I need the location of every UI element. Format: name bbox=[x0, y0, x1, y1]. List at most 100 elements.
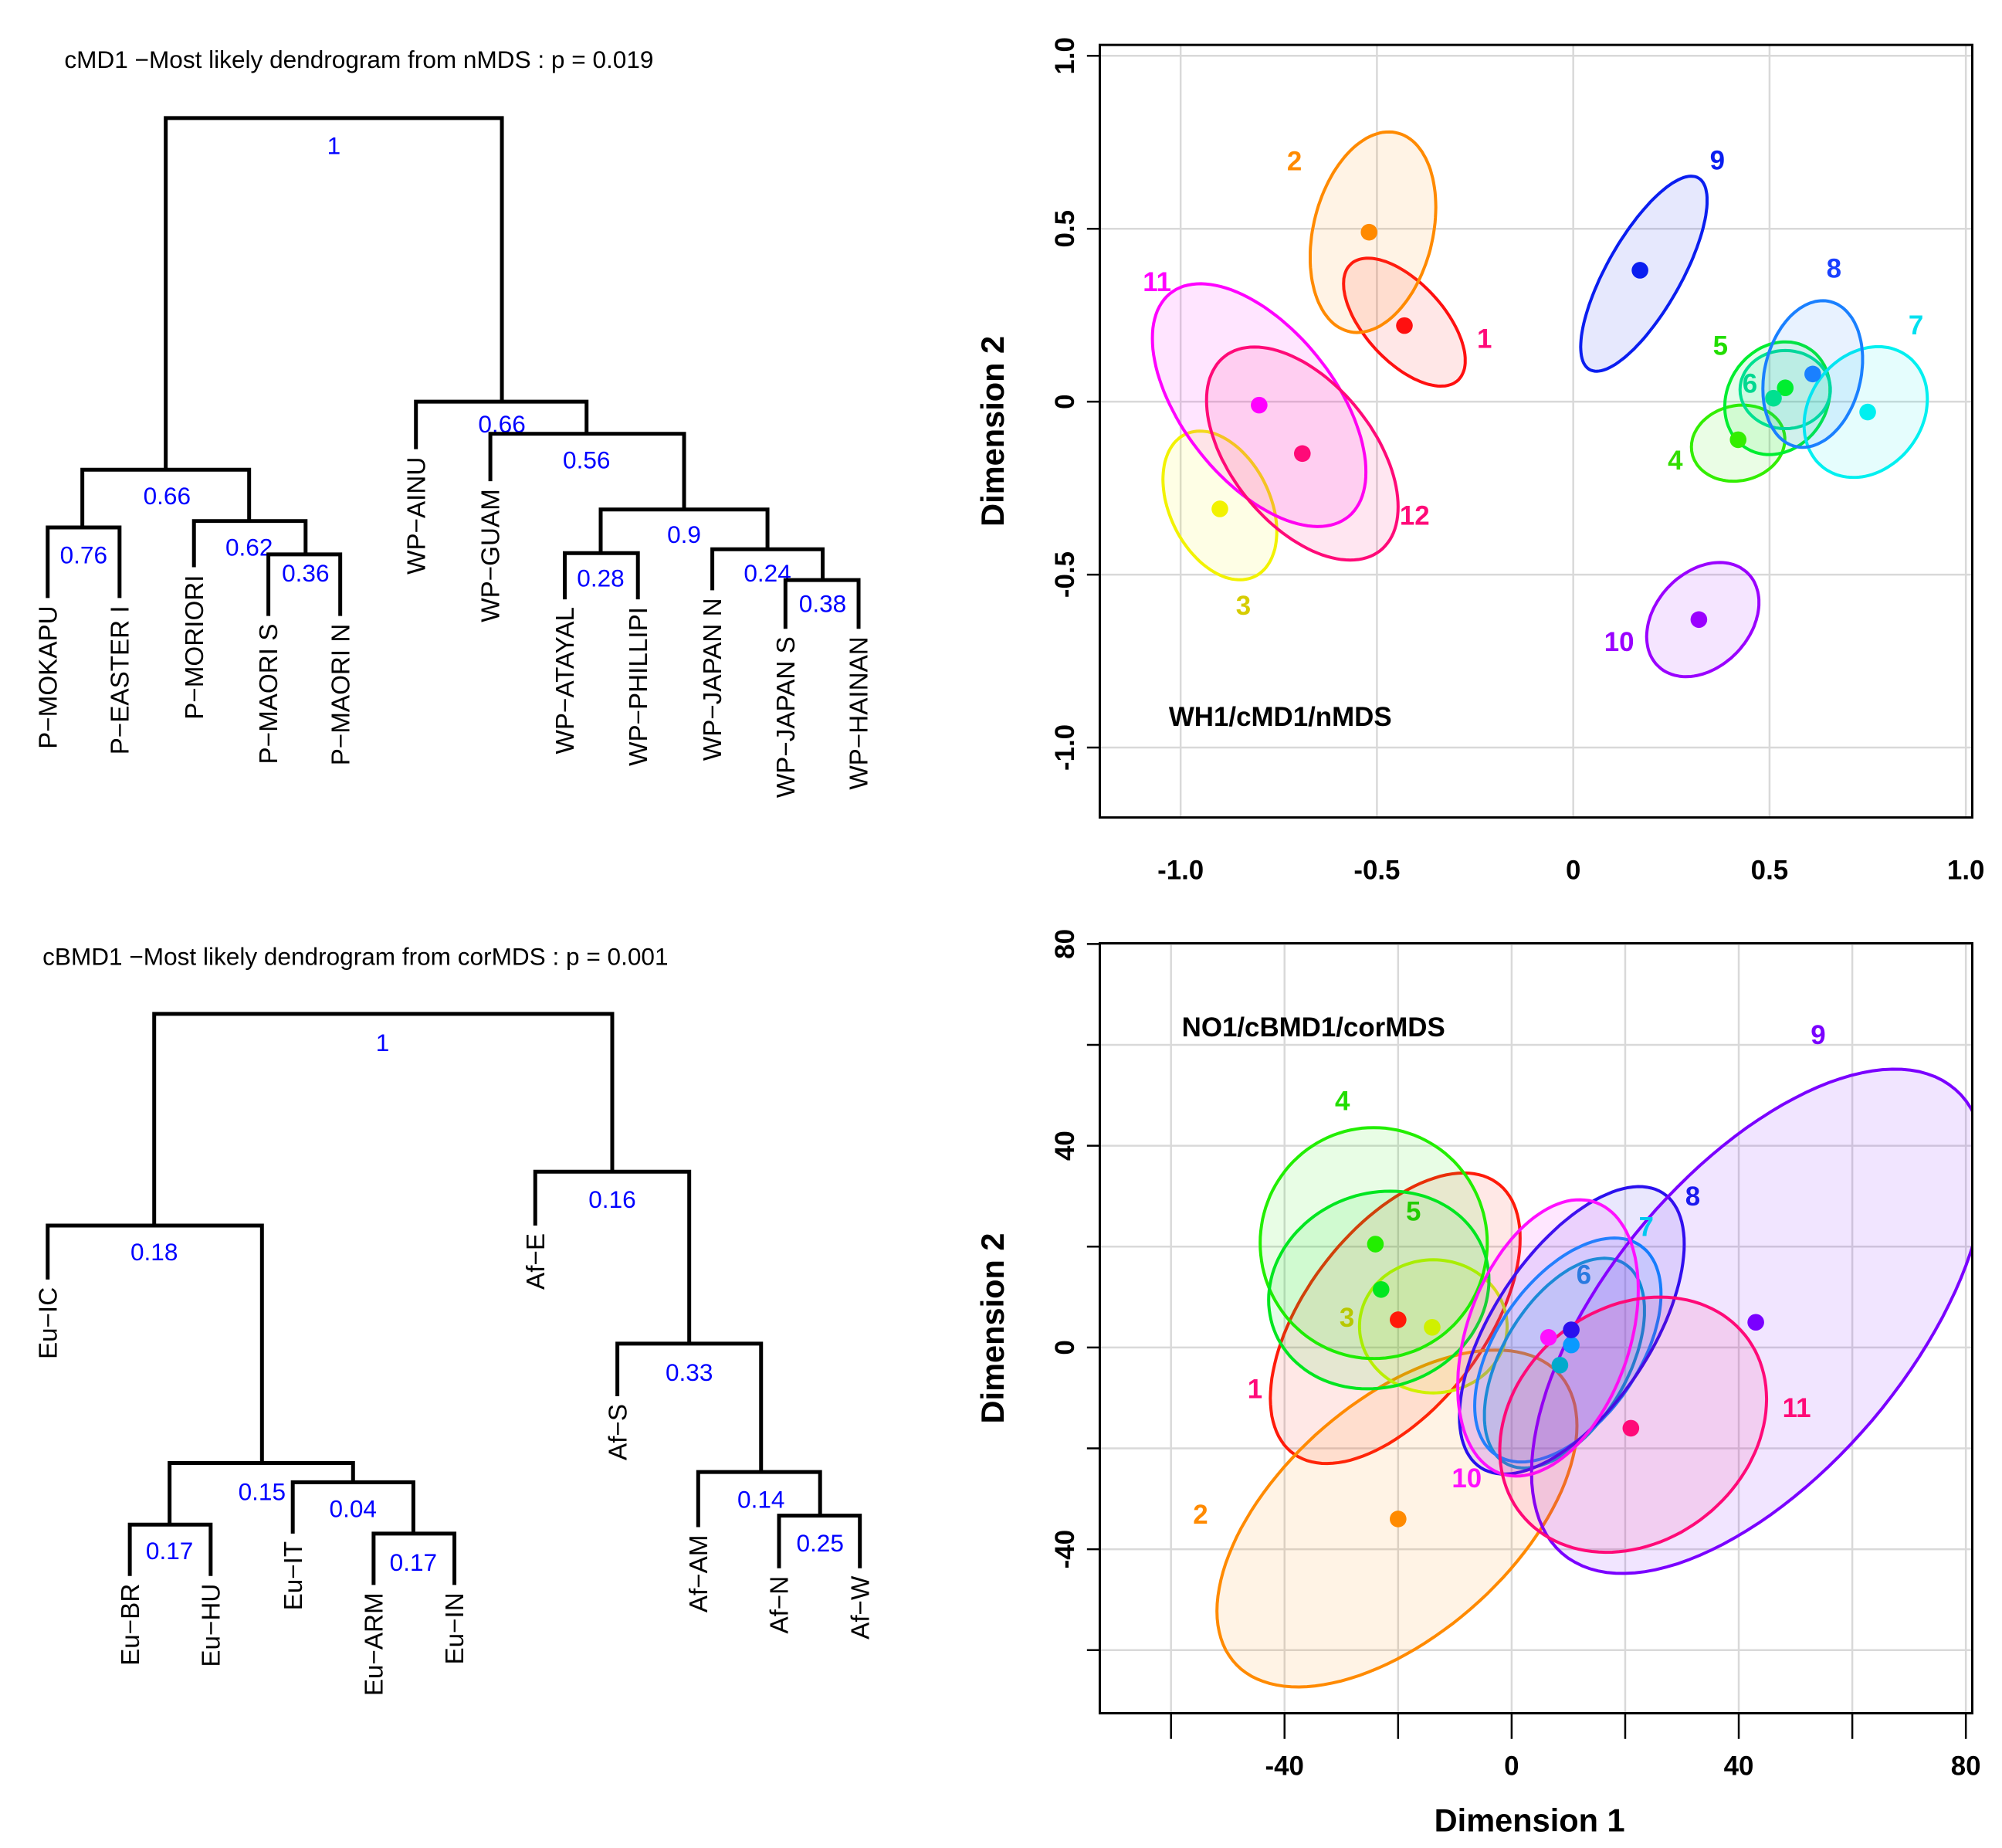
leaf-label: Af−W bbox=[846, 1575, 875, 1639]
leaf-label: WP−HAINAN bbox=[845, 636, 874, 789]
plot-annotation: WH1/cMD1/nMDS bbox=[1169, 702, 1392, 732]
dendrogram-branch bbox=[488, 432, 686, 510]
group-label: 4 bbox=[1668, 446, 1683, 476]
leaf-label: Eu−IC bbox=[34, 1287, 63, 1359]
dendrogram-branch bbox=[371, 1531, 457, 1585]
support-value: 0.9 bbox=[667, 520, 701, 548]
y-axis-label: Dimension 2 bbox=[974, 1233, 1011, 1424]
data-point-7 bbox=[1563, 1336, 1580, 1354]
support-value: 0.36 bbox=[282, 559, 329, 587]
leaf-label: WP−AINU bbox=[402, 457, 431, 575]
leaf-label: WP−ATAYAL bbox=[551, 607, 580, 754]
support-value: 0.28 bbox=[577, 564, 624, 592]
dendrogram-cbmd1: cBMD1 −Most likely dendrogram from corMD… bbox=[34, 943, 875, 1696]
support-value: 0.16 bbox=[588, 1185, 635, 1213]
leaf-label: P−MAORI S bbox=[255, 624, 283, 765]
group-label: 2 bbox=[1287, 146, 1302, 176]
y-tick-label: 40 bbox=[1050, 1131, 1080, 1161]
leaf-label: Af−N bbox=[766, 1576, 794, 1634]
support-value: 0.04 bbox=[330, 1494, 377, 1522]
data-point-5 bbox=[1777, 379, 1794, 397]
data-point-1 bbox=[1390, 1311, 1407, 1328]
group-label: 1 bbox=[1477, 324, 1492, 354]
data-point-11 bbox=[1251, 396, 1268, 414]
x-tick-label: 0 bbox=[1566, 855, 1580, 885]
support-value: 0.25 bbox=[796, 1529, 843, 1557]
support-value: 0.62 bbox=[225, 534, 273, 561]
x-axis-label: Dimension 1 bbox=[1435, 1802, 1625, 1838]
dendrogram-branch bbox=[615, 1341, 764, 1473]
support-value: 1 bbox=[327, 131, 341, 159]
data-point-6 bbox=[1551, 1356, 1569, 1374]
dendrogram-branch bbox=[533, 1169, 692, 1344]
data-point-4 bbox=[1367, 1236, 1384, 1253]
plot-frame bbox=[1098, 941, 1973, 1715]
group-label: 5 bbox=[1406, 1196, 1421, 1226]
support-value: 0.66 bbox=[144, 482, 191, 510]
group-label: 10 bbox=[1604, 627, 1634, 657]
plot-frame bbox=[1098, 43, 1973, 819]
group-label: 11 bbox=[1783, 1393, 1811, 1423]
leaf-label: P−EASTER I bbox=[106, 605, 134, 754]
leaf-label: P−MAORI N bbox=[327, 624, 355, 766]
dendrogram-branch bbox=[266, 552, 343, 616]
y-tick-label: 0 bbox=[1050, 394, 1080, 409]
dendrogram-branch bbox=[414, 399, 589, 449]
dendrogram-branch bbox=[598, 507, 770, 554]
data-point-2 bbox=[1390, 1511, 1407, 1528]
data-point-10 bbox=[1540, 1329, 1557, 1346]
leaf-label: Af−AM bbox=[685, 1535, 713, 1613]
support-value: 1 bbox=[376, 1029, 390, 1056]
group-label: 1 bbox=[1248, 1374, 1262, 1404]
y-axis-label: Dimension 2 bbox=[974, 336, 1011, 527]
data-point-5 bbox=[1372, 1280, 1390, 1298]
y-tick-label: -40 bbox=[1050, 1530, 1080, 1568]
dendrogram-branch bbox=[290, 1480, 415, 1534]
data-point-3 bbox=[1211, 500, 1228, 517]
support-value: 0.24 bbox=[744, 559, 791, 587]
dendrogram-branch bbox=[168, 1460, 355, 1525]
dendrogram-branch bbox=[152, 1012, 615, 1226]
group-label: 8 bbox=[1685, 1182, 1700, 1212]
x-tick-label: 40 bbox=[1724, 1751, 1754, 1781]
support-value: 0.15 bbox=[239, 1478, 286, 1506]
x-tick-label: -40 bbox=[1265, 1751, 1304, 1781]
data-point-7 bbox=[1859, 403, 1876, 421]
data-point-8 bbox=[1563, 1321, 1580, 1338]
group-label: 7 bbox=[1638, 1212, 1653, 1243]
leaf-label: Af−S bbox=[604, 1404, 632, 1460]
data-point-2 bbox=[1360, 223, 1378, 241]
x-tick-label: 80 bbox=[1951, 1751, 1981, 1781]
dendrogram-branch bbox=[191, 519, 308, 568]
dendrogram-title: cMD1 −Most likely dendrogram from nMDS :… bbox=[64, 46, 653, 73]
dendrogram-branch bbox=[696, 1470, 822, 1528]
group-label: 8 bbox=[1827, 254, 1841, 284]
support-value: 0.33 bbox=[666, 1358, 713, 1386]
leaf-label: Eu−BR bbox=[117, 1584, 145, 1666]
dendrogram-branch bbox=[562, 551, 640, 600]
leaf-label: Eu−IN bbox=[441, 1592, 469, 1664]
data-point-11 bbox=[1622, 1419, 1640, 1437]
leaf-label: P−MORIORI bbox=[181, 575, 209, 719]
group-label: 12 bbox=[1400, 500, 1430, 531]
group-label: 3 bbox=[1340, 1303, 1354, 1333]
group-label: 7 bbox=[1909, 310, 1923, 341]
support-value: 0.17 bbox=[146, 1537, 193, 1565]
leaf-label: WP−JAPAN N bbox=[699, 598, 727, 761]
x-tick-label: 0 bbox=[1504, 1751, 1519, 1781]
leaf-label: WP−GUAM bbox=[477, 489, 506, 622]
dendrogram-branch bbox=[46, 1223, 264, 1463]
leaf-label: Eu−ARM bbox=[361, 1592, 389, 1696]
y-tick-label: 0.5 bbox=[1050, 210, 1080, 247]
support-value: 0.76 bbox=[60, 541, 107, 569]
data-point-1 bbox=[1396, 317, 1413, 334]
leaf-label: Eu−IT bbox=[279, 1541, 308, 1611]
plot-annotation: NO1/cBMD1/corMDS bbox=[1182, 1012, 1445, 1043]
leaf-label: P−MOKAPU bbox=[34, 605, 63, 749]
leaf-label: Af−E bbox=[522, 1233, 550, 1290]
support-value: 0.17 bbox=[390, 1548, 437, 1576]
leaf-label: WP−JAPAN S bbox=[772, 636, 801, 798]
scatter-plot-cormds: 1 2 3 4 5 6 7 8 9 10 11 NO1/cBMD1/corMDS 80 40 0 -40 -40… bbox=[974, 929, 1981, 1838]
y-tick-label: -1.0 bbox=[1050, 724, 1080, 771]
